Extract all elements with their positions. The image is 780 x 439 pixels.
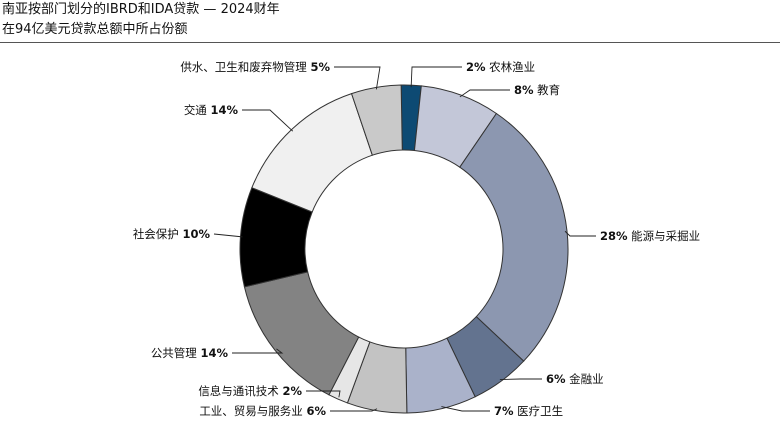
slice-name-label: 医疗卫生 — [514, 404, 564, 418]
slice-name-label: 金融业 — [566, 372, 604, 386]
slice-label: 2% 农林渔业 — [466, 60, 535, 74]
slice-labels: 2% 农林渔业 8% 教育 28% 能源与采掘业 6% 金融业 7% 医疗卫生 工业、贸易… — [133, 60, 700, 418]
slice-label: 公共管理 14% — [151, 346, 229, 360]
slice-value-label: 6% — [546, 372, 566, 386]
slice-name-label: 公共管理 — [151, 346, 201, 360]
slice-value-label: 5% — [310, 60, 330, 74]
leader-line — [459, 89, 510, 98]
leader-line — [441, 406, 490, 412]
title-divider — [0, 42, 780, 43]
slice-name-label: 信息与通讯技术 — [198, 384, 282, 398]
slice-name-label: 交通 — [184, 103, 211, 117]
slice-value-label: 6% — [306, 404, 326, 418]
leader-line — [334, 66, 381, 90]
chart-subtitle: 在94亿美元贷款总额中所占份额 — [2, 22, 188, 37]
slice-value-label: 14% — [200, 346, 228, 360]
slice-value-label: 8% — [514, 83, 534, 97]
slice-label: 28% 能源与采掘业 — [600, 229, 700, 243]
leader-line — [330, 408, 378, 412]
slice-value-label: 14% — [210, 103, 238, 117]
slice-能源与采掘业 — [459, 112, 569, 362]
slice-name-label: 教育 — [534, 83, 561, 97]
slice-name-label: 能源与采掘业 — [628, 229, 701, 243]
slice-label: 社会保护 10% — [133, 227, 211, 241]
slice-name-label: 供水、卫生和废弃物管理 — [180, 60, 310, 74]
leader-line — [213, 233, 243, 238]
slice-交通 — [251, 92, 373, 213]
leader-line — [410, 66, 462, 88]
slice-供水、卫生和废弃物管理 — [350, 84, 403, 156]
slice-label: 工业、贸易与服务业 6% — [199, 404, 326, 418]
leader-line — [306, 390, 341, 398]
leader-lines — [213, 66, 596, 412]
slice-value-label: 28% — [600, 229, 628, 243]
leader-line — [242, 109, 294, 132]
slice-name-label: 工业、贸易与服务业 — [199, 404, 306, 418]
donut-slices — [239, 84, 569, 414]
slice-label: 8% 教育 — [514, 83, 560, 97]
slice-label: 信息与通讯技术 2% — [198, 384, 302, 398]
chart-title: 南亚按部门划分的IBRD和IDA贷款 — 2024财年 — [2, 2, 280, 17]
leader-line — [232, 348, 284, 354]
slice-label: 供水、卫生和废弃物管理 5% — [180, 60, 330, 74]
slice-label: 6% 金融业 — [546, 372, 604, 386]
slice-label: 交通 14% — [184, 103, 239, 117]
slice-value-label: 2% — [466, 60, 486, 74]
slice-label: 7% 医疗卫生 — [494, 404, 563, 418]
leader-line — [564, 230, 596, 237]
slice-name-label: 农林渔业 — [486, 60, 536, 74]
leader-line — [499, 378, 542, 381]
slice-value-label: 7% — [494, 404, 514, 418]
slice-name-label: 社会保护 — [133, 227, 183, 241]
slice-value-label: 10% — [182, 227, 210, 241]
slice-value-label: 2% — [282, 384, 302, 398]
